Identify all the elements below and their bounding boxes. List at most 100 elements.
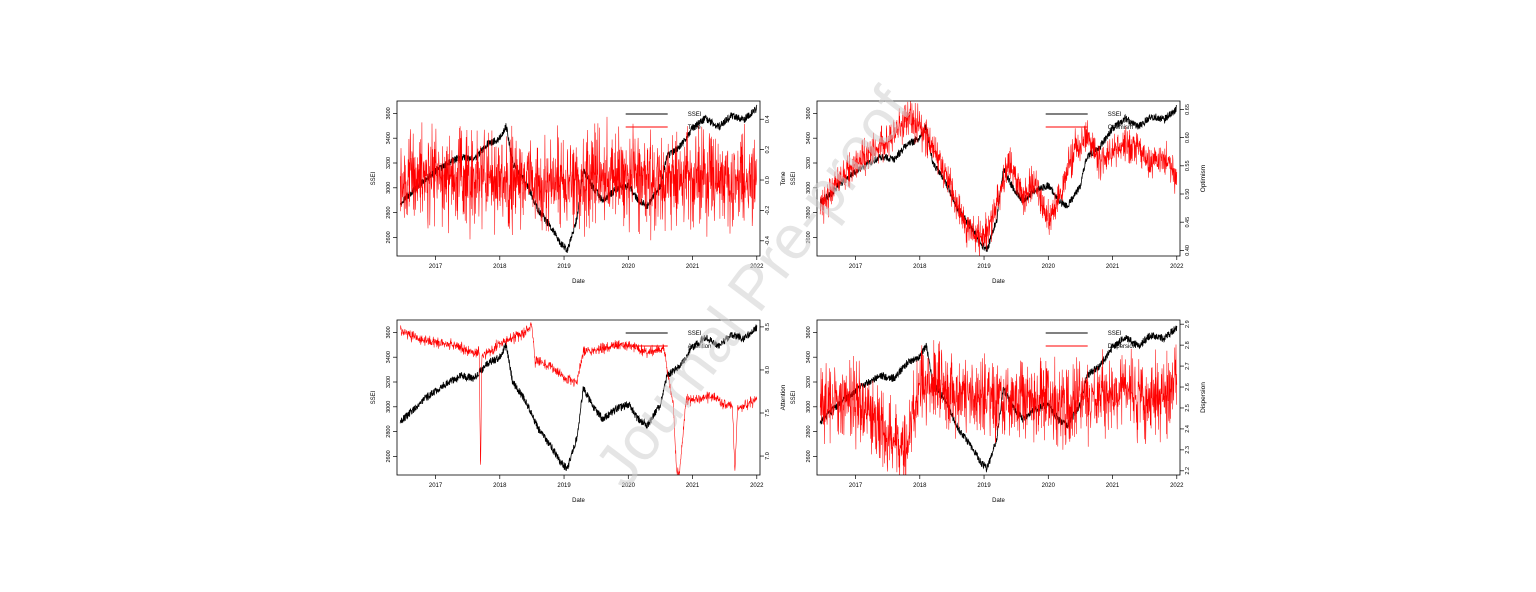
plot-frame	[816, 319, 1181, 476]
series-line-ssei	[399, 324, 758, 471]
y-left-tick-label: 2600	[386, 231, 392, 243]
series-line-dispersion	[819, 340, 1178, 475]
y-left-tick-label: 2800	[806, 206, 812, 218]
legend-label-ssei: SSEI	[688, 331, 702, 337]
y-left-axis-label: SSEI	[791, 390, 797, 404]
legend-label-ssei: SSEI	[1108, 331, 1122, 337]
legend-label-dispersion: Dispersion	[1108, 344, 1136, 350]
y-left-tick-label: 3200	[806, 157, 812, 169]
x-tick-label: 2019	[977, 264, 991, 270]
y-right-tick-label: 0.40	[1185, 245, 1191, 256]
y-right-tick-label: 0.65	[1185, 104, 1191, 115]
x-tick-label: 2019	[557, 264, 571, 270]
y-right-tick-label: 0.2	[765, 146, 771, 154]
x-tick-label: 2021	[686, 483, 700, 489]
y-right-tick-label: 7.0	[765, 452, 771, 460]
x-tick-label: 2020	[1042, 483, 1056, 489]
y-right-tick-label: 8.0	[765, 366, 771, 374]
legend-label-ssei: SSEI	[688, 112, 702, 118]
x-tick-label: 2021	[1106, 264, 1120, 270]
y-right-tick-label: 0.50	[1185, 189, 1191, 200]
y-right-axis-label: Optimism	[1200, 165, 1207, 192]
y-right-tick-label: 2.8	[1185, 341, 1191, 349]
y-left-tick-label: 2800	[806, 425, 812, 437]
y-left-tick-label: 2600	[806, 231, 812, 243]
y-left-axis-label: SSEI	[791, 171, 797, 185]
y-right-axis-label: Tone	[780, 171, 787, 185]
y-right-tick-label: 0.45	[1185, 217, 1191, 228]
y-left-tick-label: 2600	[386, 450, 392, 462]
y-right-tick-label: 2.7	[1185, 362, 1191, 370]
x-tick-label: 2021	[686, 264, 700, 270]
legend-label-ssei: SSEI	[1108, 112, 1122, 118]
chart-panel-ssei-tone: 2017 2018 2019 2020 2021 2022 Date 2600 2800 3000…	[371, 100, 787, 285]
x-tick-label: 2020	[622, 483, 636, 489]
y-right-tick-label: 2.3	[1185, 446, 1191, 454]
x-tick-label: 2017	[849, 264, 863, 270]
y-left-tick-label: 2600	[806, 450, 812, 462]
y-right-tick-label: -0.4	[765, 236, 771, 245]
y-left-tick-label: 3400	[806, 132, 812, 144]
plot-frame	[816, 100, 1181, 257]
x-tick-label: 2022	[750, 483, 764, 489]
series-line-tone	[399, 116, 758, 241]
series-line-optimism	[819, 101, 1178, 256]
x-tick-label: 2017	[849, 483, 863, 489]
y-right-axis-label: Attention	[780, 384, 787, 410]
y-left-tick-label: 3000	[806, 182, 812, 194]
y-right-tick-label: 7.5	[765, 409, 771, 417]
plot-frame	[396, 319, 761, 476]
y-left-tick-label: 3200	[386, 376, 392, 388]
x-tick-label: 2019	[557, 483, 571, 489]
y-left-tick-label: 2800	[386, 206, 392, 218]
y-right-axis-label: Dispersion	[1200, 382, 1207, 413]
y-right-tick-label: 2.6	[1185, 383, 1191, 391]
x-tick-label: 2022	[1170, 264, 1184, 270]
y-right-tick-label: 0.60	[1185, 132, 1191, 143]
y-left-tick-label: 3000	[386, 401, 392, 413]
y-left-tick-label: 3000	[806, 401, 812, 413]
legend-label-optimism: Optimism	[1108, 125, 1133, 131]
y-left-tick-label: 3600	[806, 107, 812, 119]
y-right-tick-label: 2.2	[1185, 467, 1191, 475]
chart-panel-ssei-dispersion: 2017 2018 2019 2020 2021 2022 Date 2600 2800 3000…	[791, 319, 1207, 504]
y-right-tick-label: 2.5	[1185, 404, 1191, 412]
x-tick-label: 2018	[493, 483, 507, 489]
y-left-tick-label: 3000	[386, 182, 392, 194]
y-right-tick-label: 2.4	[1185, 425, 1191, 433]
legend-label-tone: Tone	[688, 125, 702, 131]
x-tick-label: 2021	[1106, 483, 1120, 489]
y-right-tick-label: 8.5	[765, 323, 771, 331]
y-left-tick-label: 3200	[386, 157, 392, 169]
legend-label-attention: Attention	[688, 344, 712, 350]
y-left-axis-label: SSEI	[371, 171, 377, 185]
x-tick-label: 2018	[493, 264, 507, 270]
plot-frame	[396, 100, 761, 257]
y-right-tick-label: -0.2	[765, 206, 771, 215]
y-right-tick-label: 0.4	[765, 115, 771, 123]
x-axis-label: Date	[572, 279, 585, 285]
x-tick-label: 2020	[622, 264, 636, 270]
y-right-tick-label: 0.55	[1185, 160, 1191, 171]
y-left-tick-label: 3400	[806, 351, 812, 363]
x-tick-label: 2017	[429, 483, 443, 489]
x-axis-label: Date	[992, 498, 1005, 504]
y-left-axis-label: SSEI	[371, 390, 377, 404]
x-axis-label: Date	[992, 279, 1005, 285]
y-left-tick-label: 3400	[386, 132, 392, 144]
x-axis-label: Date	[572, 498, 585, 504]
y-left-tick-label: 3400	[386, 351, 392, 363]
x-tick-label: 2017	[429, 264, 443, 270]
chart-panel-ssei-optimism: 2017 2018 2019 2020 2021 2022 Date 2600 2800 3000…	[791, 100, 1207, 285]
series-line-attention	[399, 322, 758, 475]
x-tick-label: 2019	[977, 483, 991, 489]
x-tick-label: 2018	[913, 483, 927, 489]
y-left-tick-label: 2800	[386, 425, 392, 437]
y-left-tick-label: 3200	[806, 376, 812, 388]
x-tick-label: 2022	[750, 264, 764, 270]
x-tick-label: 2018	[913, 264, 927, 270]
x-tick-label: 2022	[1170, 483, 1184, 489]
chart-panel-ssei-attention: 2017 2018 2019 2020 2021 2022 Date 2600 2800 3000…	[371, 319, 787, 504]
y-left-tick-label: 3600	[386, 107, 392, 119]
